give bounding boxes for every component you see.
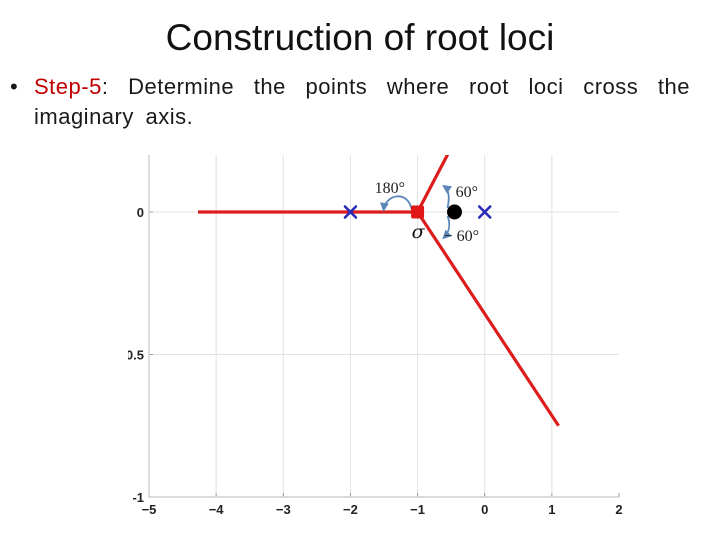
locus-branches — [198, 155, 560, 427]
pole-x-stroke — [477, 205, 492, 219]
locus-branch — [416, 211, 560, 427]
pole-x-icon — [477, 205, 492, 219]
step-label: Step-5 — [34, 74, 102, 99]
x-tick-label: 1 — [548, 502, 555, 517]
bullet-item: • Step-5: Determine the points where roo… — [10, 72, 690, 132]
x-tick-label: −4 — [209, 502, 225, 517]
angle-arc-neg60 — [442, 215, 452, 240]
bullet-dot-icon: • — [10, 74, 18, 99]
angle-annotations: 180° 60° − 60° σ — [375, 180, 479, 245]
y-tick-label: -1 — [132, 490, 144, 505]
x-tick-label: −3 — [276, 502, 291, 517]
x-tick-label: −5 — [142, 502, 157, 517]
plot-axes — [148, 155, 620, 498]
angle-arc-180 — [380, 195, 413, 212]
y-tick-label: -0.5 — [128, 348, 144, 363]
sigma-label: σ — [412, 221, 426, 243]
plot-markers — [343, 204, 492, 220]
angle-label-neg60: − 60° — [444, 228, 479, 245]
pole-x-icon — [343, 205, 358, 219]
x-tick-label: −1 — [410, 502, 425, 517]
pole-x-stroke — [343, 205, 358, 219]
bullet-text: Step-5: Determine the points where root … — [34, 72, 690, 132]
x-tick-label: −2 — [343, 502, 358, 517]
angle-label-60: 60° — [456, 184, 478, 201]
slide-title: Construction of root loci — [165, 17, 555, 58]
x-tick-label: 2 — [615, 502, 622, 517]
step-description: : Determine the points where root loci c… — [34, 74, 690, 129]
centroid-marker — [411, 205, 425, 219]
x-tick-label: 0 — [481, 502, 488, 517]
breakaway-point-dot — [447, 204, 462, 220]
angle-arc-60 — [442, 185, 453, 209]
locus-branch — [416, 155, 450, 213]
angle-label-180: 180° — [375, 180, 405, 197]
y-tick-label: 0 — [137, 205, 144, 220]
